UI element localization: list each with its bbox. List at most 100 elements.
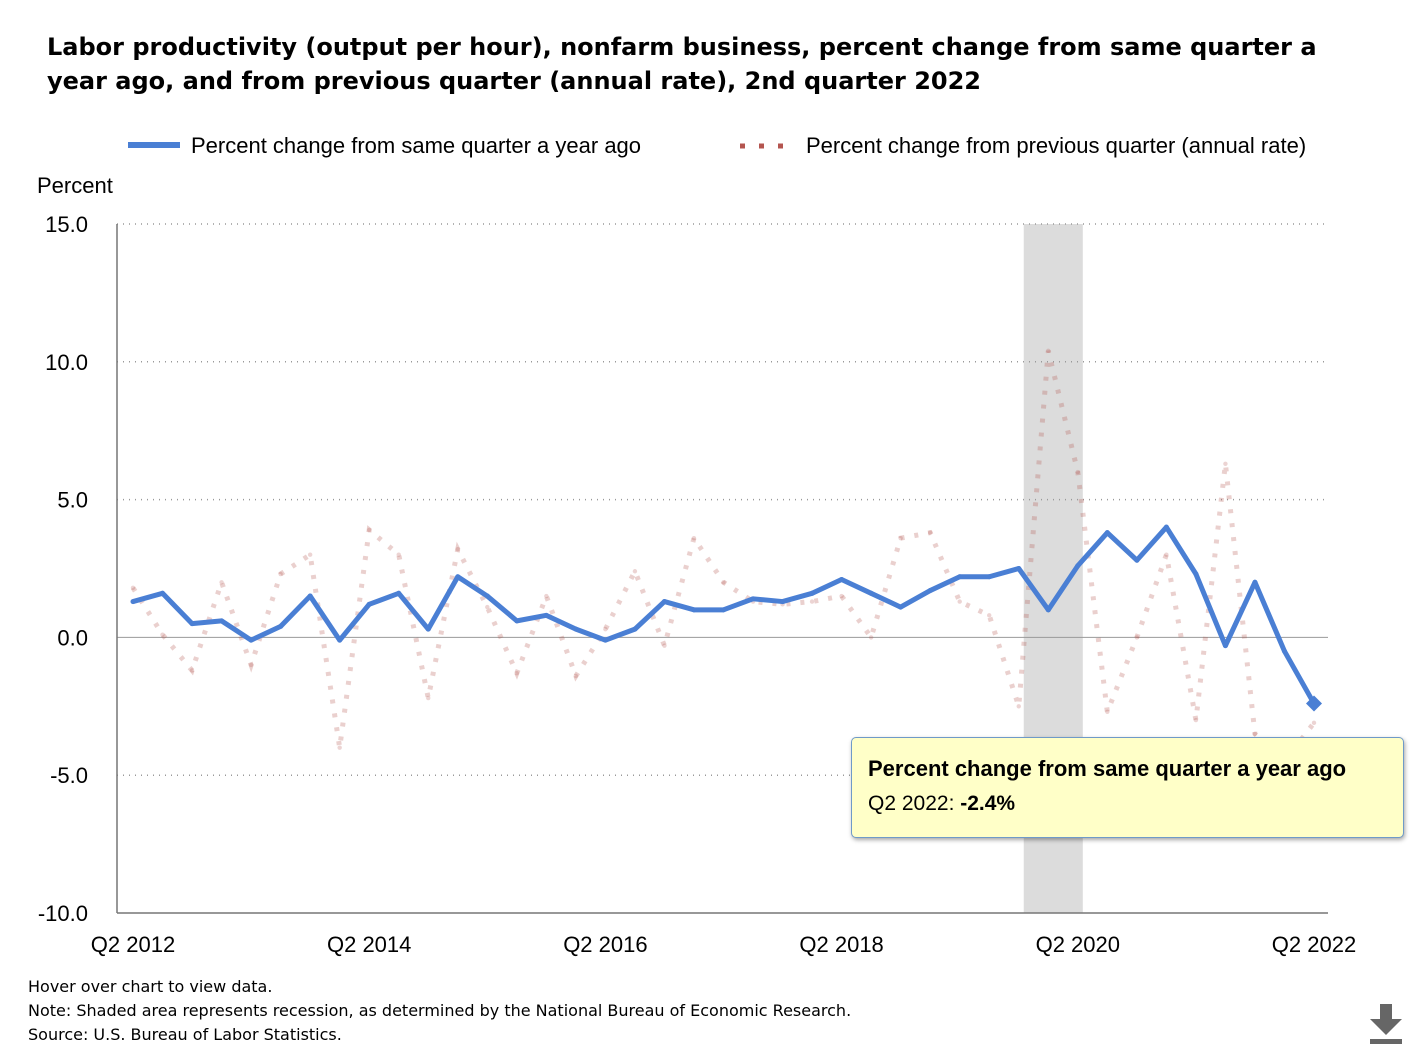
point-qoq[interactable]	[1223, 461, 1228, 466]
point-yoy[interactable]	[189, 621, 195, 627]
chart-title: Labor productivity (output per hour), no…	[47, 33, 1317, 95]
point-yoy[interactable]	[1045, 607, 1051, 613]
series-line-qoq[interactable]	[130, 350, 1316, 766]
x-tick-label: Q2 2018	[799, 932, 883, 957]
point-qoq[interactable]	[691, 535, 697, 541]
point-yoy[interactable]	[455, 574, 461, 580]
point-qoq[interactable]	[248, 662, 254, 668]
point-yoy[interactable]	[750, 596, 756, 602]
x-tick-label: Q2 2012	[91, 932, 175, 957]
point-yoy[interactable]	[307, 593, 313, 599]
point-qoq[interactable]	[573, 673, 579, 679]
point-yoy[interactable]	[898, 604, 904, 610]
point-qoq[interactable]	[632, 569, 638, 574]
point-qoq[interactable]	[544, 593, 549, 599]
point-qoq[interactable]	[160, 632, 165, 637]
point-yoy[interactable]	[1252, 579, 1258, 585]
point-qoq[interactable]	[1105, 709, 1110, 715]
point-qoq[interactable]	[396, 552, 401, 557]
point-yoy[interactable]	[809, 590, 815, 596]
point-yoy[interactable]	[425, 626, 431, 632]
point-yoy[interactable]	[1075, 563, 1081, 569]
plot-area[interactable]: 15.0 10.0 5.0 0.0 -5.0 -10.0Q2 2012 Q2 2014 Q2 …	[38, 212, 1356, 957]
legend-label-yoy[interactable]: Percent change from same quarter a year …	[191, 133, 641, 158]
point-yoy[interactable]	[1016, 566, 1022, 571]
point-yoy[interactable]	[219, 618, 225, 624]
point-qoq[interactable]	[1075, 469, 1081, 475]
point-qoq[interactable]	[426, 695, 431, 701]
point-yoy[interactable]	[839, 577, 845, 583]
point-qoq[interactable]	[514, 671, 520, 676]
point-qoq[interactable]	[1164, 552, 1169, 557]
point-qoq[interactable]	[485, 604, 490, 610]
point-qoq[interactable]	[307, 552, 313, 557]
point-yoy[interactable]	[1222, 643, 1228, 649]
point-qoq[interactable]	[189, 668, 195, 673]
point-yoy[interactable]	[337, 637, 343, 643]
point-yoy[interactable]	[130, 599, 136, 605]
point-yoy[interactable]	[1163, 524, 1169, 530]
point-yoy[interactable]	[1104, 530, 1110, 536]
point-yoy[interactable]	[868, 590, 874, 596]
point-qoq[interactable]	[1134, 635, 1140, 640]
point-yoy[interactable]	[396, 590, 402, 596]
point-qoq[interactable]	[839, 593, 844, 599]
x-tick-label: Q2 2022	[1272, 932, 1356, 957]
recession-note: Note: Shaded area represents recession, …	[28, 1001, 852, 1020]
point-qoq[interactable]	[603, 626, 608, 632]
point-qoq[interactable]	[957, 599, 962, 604]
source-note: Source: U.S. Bureau of Labor Statistics.	[28, 1025, 342, 1044]
point-yoy[interactable]	[1134, 557, 1140, 563]
point-qoq[interactable]	[278, 571, 283, 577]
point-yoy[interactable]	[986, 574, 992, 580]
point-qoq[interactable]	[1016, 704, 1021, 709]
tooltip-value: -2.4%	[960, 792, 1016, 815]
point-qoq[interactable]	[662, 643, 667, 648]
point-yoy[interactable]	[514, 618, 520, 624]
point-yoy[interactable]	[1193, 571, 1199, 577]
point-qoq[interactable]	[898, 535, 903, 541]
download-icon[interactable]	[1366, 1002, 1406, 1046]
point-qoq[interactable]	[455, 547, 460, 552]
point-qoq[interactable]	[1193, 717, 1199, 723]
hover-marker[interactable]	[1306, 695, 1322, 712]
hover-hint: Hover over chart to view data.	[28, 977, 273, 996]
point-qoq[interactable]	[1252, 731, 1258, 737]
point-yoy[interactable]	[160, 590, 166, 596]
point-qoq[interactable]	[1046, 348, 1051, 353]
point-qoq[interactable]	[868, 635, 874, 640]
point-yoy[interactable]	[661, 599, 667, 605]
y-tick-label: -5.0	[50, 763, 88, 788]
point-yoy[interactable]	[780, 599, 786, 605]
point-qoq[interactable]	[809, 599, 815, 604]
y-tick-label: 15.0	[45, 212, 88, 237]
tooltip-period: Q2 2022	[868, 792, 949, 815]
point-yoy[interactable]	[721, 607, 726, 613]
point-qoq[interactable]	[927, 530, 933, 535]
point-qoq[interactable]	[337, 745, 342, 750]
point-yoy[interactable]	[366, 601, 372, 607]
point-yoy[interactable]	[691, 607, 697, 613]
point-yoy[interactable]	[278, 623, 284, 629]
point-yoy[interactable]	[602, 637, 608, 643]
point-yoy[interactable]	[484, 593, 490, 599]
point-yoy[interactable]	[927, 588, 933, 594]
point-qoq[interactable]	[219, 580, 224, 585]
point-qoq[interactable]	[130, 585, 136, 590]
point-yoy[interactable]	[573, 626, 579, 632]
point-qoq[interactable]	[367, 527, 372, 533]
point-yoy[interactable]	[957, 574, 963, 580]
chart-notes: Hover over chart to view data. Note: Sha…	[28, 975, 851, 1047]
point-qoq[interactable]	[1311, 720, 1317, 726]
point-yoy[interactable]	[632, 626, 638, 632]
point-qoq[interactable]	[987, 613, 992, 618]
point-yoy[interactable]	[248, 637, 254, 643]
point-yoy[interactable]	[543, 612, 549, 618]
tooltip: Percent change from same quarter a year …	[851, 737, 1404, 838]
tooltip-series: Percent change from same quarter a year …	[868, 756, 1347, 781]
legend[interactable]: Percent change from same quarter a year …	[128, 133, 1306, 158]
point-yoy[interactable]	[1281, 648, 1287, 654]
point-qoq[interactable]	[721, 580, 726, 585]
legend-label-qoq[interactable]: Percent change from previous quarter (an…	[806, 133, 1306, 158]
